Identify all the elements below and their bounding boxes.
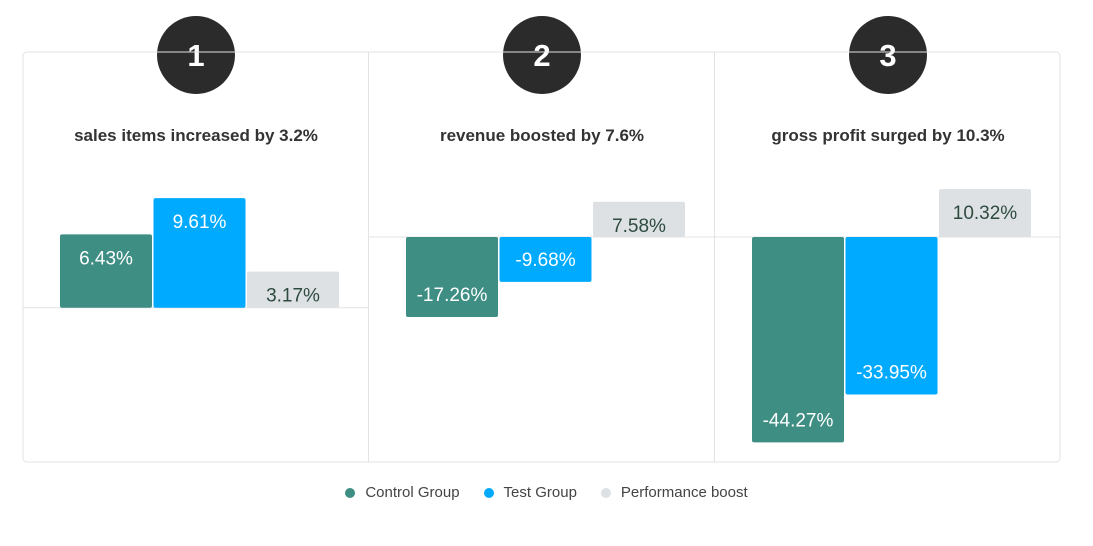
label-3-test: -33.95% (856, 362, 927, 383)
bar-3-boost (939, 189, 1031, 237)
legend-item-boost[interactable]: Performance boost (600, 484, 748, 501)
panel-2-title: revenue boosted by 7.6% (440, 126, 644, 145)
panel-1-title: sales items increased by 3.2% (74, 126, 318, 145)
bar-2-boost (593, 201, 685, 237)
chart-frame (22, 51, 1061, 463)
label-1-control: 6.43% (79, 248, 133, 269)
label-3-control: -44.27% (763, 410, 834, 431)
badge-1 (157, 16, 235, 94)
bar-3-test (845, 236, 938, 395)
legend-dot-test (483, 487, 494, 498)
bar-3-control (752, 236, 844, 443)
bar-1-boost (247, 271, 339, 308)
legend-item-control[interactable]: Control Group (345, 484, 460, 501)
panel-2: 2 revenue boosted by 7.6% -17.26% -9.68%… (369, 16, 715, 318)
badge-2 (503, 16, 581, 94)
legend-label-test: Test Group (503, 484, 577, 501)
panel-3: 3 gross profit surged by 10.3% -44.27% -… (715, 16, 1061, 443)
legend-dot-boost (600, 487, 611, 498)
label-3-boost: 10.32% (953, 203, 1018, 224)
panel-1: 1 sales items increased by 3.2% 6.43% 9.… (23, 16, 369, 309)
label-2-control: -17.26% (417, 285, 488, 306)
legend-dot-control (345, 487, 356, 498)
badge-1-number: 1 (187, 38, 204, 73)
legend-item-test[interactable]: Test Group (483, 484, 577, 501)
bar-1-control (60, 234, 152, 308)
bar-2-test (499, 236, 592, 282)
panel-3-title: gross profit surged by 10.3% (771, 126, 1004, 145)
badge-3-number: 3 (879, 38, 896, 73)
label-1-test: 9.61% (173, 212, 227, 233)
badge-2-number: 2 (533, 38, 550, 73)
legend: Control Group Test Group Performance boo… (0, 484, 1093, 501)
bar-1-test (153, 198, 246, 308)
legend-label-boost: Performance boost (620, 484, 748, 501)
label-1-boost: 3.17% (266, 286, 320, 307)
badge-3 (849, 16, 927, 94)
legend-label-control: Control Group (365, 484, 460, 501)
label-2-boost: 7.58% (612, 216, 666, 237)
label-2-test: -9.68% (515, 250, 575, 271)
bar-2-control (406, 236, 498, 318)
